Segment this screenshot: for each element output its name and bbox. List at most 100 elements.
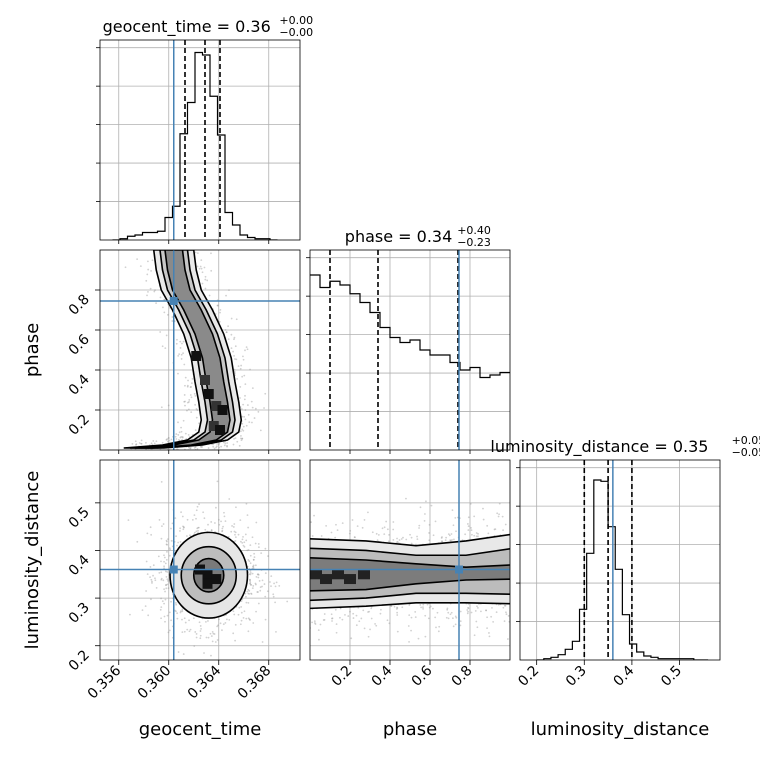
panel-geocent-time-luminosity-distance-sample (239, 540, 242, 543)
panel-geocent-time-phase-sample (212, 443, 214, 446)
panel-geocent-time-phase-sample (215, 445, 218, 448)
panel-geocent-time-luminosity-distance-sample (251, 536, 254, 539)
panel-phase-luminosity-distance-sample (334, 608, 337, 611)
panel-geocent-time-phase-sample (170, 453, 172, 455)
panel-phase-luminosity-distance-sample (405, 538, 408, 541)
panel-phase-luminosity-distance-sample (432, 534, 435, 537)
panel-geocent-time-luminosity-distance-sample (228, 498, 231, 500)
panel-geocent-time-phase-sample (249, 368, 251, 371)
panel-geocent-time-luminosity-distance-sample (166, 614, 169, 617)
panel-geocent-time-luminosity-distance-sample (231, 525, 233, 527)
panel-phase-luminosity-distance-sample (482, 518, 485, 521)
panel-phase-luminosity-distance-sample (447, 611, 450, 614)
panel-phase-luminosity-distance-sample (467, 516, 470, 519)
panel-geocent-time-phase-sample (182, 419, 185, 422)
panel-geocent-time-luminosity-distance-sample (238, 606, 241, 609)
panel-phase-luminosity-distance-sample (367, 635, 370, 638)
panel-geocent-time-luminosity-distance-sample (186, 628, 189, 631)
panel-geocent-time-luminosity-distance-sample (181, 515, 184, 518)
panel-geocent-time-luminosity-distance-sample (163, 615, 166, 618)
panel-geocent-time-luminosity-distance-sample (213, 633, 216, 635)
panel-phase-luminosity-distance-sample (396, 630, 399, 633)
panel-geocent-time-luminosity-distance-sample (275, 581, 278, 584)
panel-phase-luminosity-distance-sample (330, 613, 333, 616)
y-tick-label: 0.5 (66, 504, 93, 531)
panel-phase-luminosity-distance-sample (449, 539, 452, 542)
panel-geocent-time-phase-sample (189, 447, 192, 449)
panel-geocent-time-phase-sample (177, 355, 180, 357)
y-tick-label: 0.6 (66, 331, 93, 358)
panel-geocent-time-luminosity-distance-sample (165, 558, 168, 561)
panel-geocent-time-phase-sample (246, 404, 249, 406)
panel-geocent-time-phase-sample (230, 347, 233, 350)
panel-phase-luminosity-distance-sample (408, 640, 410, 643)
panel-geocent-time-phase-sample (254, 407, 257, 410)
panel-geocent-time-phase-sample (167, 437, 170, 439)
panel-geocent-time-luminosity-distance-sample (207, 523, 209, 526)
panel-geocent-time-luminosity-distance-sample (249, 582, 252, 584)
panel-geocent-time-luminosity-distance-sample (240, 606, 243, 608)
panel-phase-luminosity-distance-sample (476, 626, 479, 629)
panel-geocent-time-luminosity-distance-sample (193, 514, 196, 517)
panel-phase-luminosity-distance-sample (397, 541, 400, 544)
panel-geocent-time-phase-sample (161, 450, 163, 452)
panel-geocent-time-phase-sample (243, 398, 246, 401)
panel-geocent-time-luminosity-distance-sample (211, 640, 214, 643)
panel-geocent-time-luminosity-distance-sample (136, 540, 139, 543)
panel-geocent-time-luminosity-distance-sample (163, 602, 165, 605)
panel-geocent-time-phase-sample (194, 395, 197, 397)
panel-phase-luminosity-distance-sample (379, 612, 382, 615)
panel-geocent-time-phase-sample (232, 350, 234, 353)
panel-geocent-time-phase-sample (170, 438, 173, 441)
panel-geocent-time-phase-sample (217, 443, 220, 446)
panel-phase-luminosity-distance-sample (423, 519, 426, 522)
panel-geocent-time-phase-sample (218, 446, 221, 449)
panel-geocent-time-phase-sample (241, 422, 244, 425)
panel-phase-luminosity-distance-sample (454, 516, 457, 519)
panel-geocent-time-luminosity-distance-sample (168, 547, 171, 550)
panel-geocent-time-luminosity-distance-sample (170, 600, 172, 603)
panel-geocent-time-luminosity-distance-sample (164, 598, 167, 601)
panel-geocent-time-luminosity-distance-sample (274, 601, 277, 604)
panel-phase-luminosity-distance-sample (363, 519, 366, 521)
panel-phase-luminosity-distance-sample (450, 533, 453, 535)
panel-geocent-time-luminosity-distance-sample (182, 528, 185, 531)
panel-geocent-time-phase-sample (200, 259, 203, 261)
panel-geocent-time-phase-sample (186, 409, 188, 412)
panel-geocent-time-luminosity-distance-sample (149, 526, 152, 529)
panel-geocent-time-luminosity-distance-sample (169, 548, 172, 551)
panel-geocent-time-luminosity-distance-sample (272, 593, 275, 596)
panel-geocent-time-luminosity-distance-sample (254, 542, 257, 545)
panel-geocent-time-luminosity-distance-sample (207, 620, 209, 622)
panel-geocent-time-phase-sample (234, 358, 236, 360)
panel-geocent-time-luminosity-distance-sample (237, 533, 240, 536)
panel-geocent-time-luminosity-distance-sample (243, 610, 246, 613)
panel-geocent-time-luminosity-distance-sample (256, 573, 259, 576)
hist-phase-step (310, 274, 510, 379)
panel-phase-luminosity-distance-sample (335, 631, 338, 634)
panel-geocent-time-luminosity-distance-sample (221, 529, 224, 532)
panel-geocent-time-phase-sample (184, 404, 186, 407)
panel-geocent-time-phase-sample (190, 411, 193, 414)
panel-phase-luminosity-distance-sample (349, 610, 351, 613)
panel-geocent-time-luminosity-distance-sample (160, 617, 162, 620)
panel-geocent-time-phase-sample (236, 440, 239, 443)
panel-phase-luminosity-distance-sample (355, 624, 358, 627)
panel-phase-luminosity-distance-sample (387, 540, 390, 543)
panel-geocent-time-luminosity-distance-sample (168, 554, 171, 557)
panel-geocent-time-luminosity-distance-sample (257, 573, 260, 576)
panel-phase-luminosity-distance-sample (445, 536, 448, 539)
panel-phase-luminosity-distance-sample (440, 537, 443, 539)
panel-geocent-time-luminosity-distance-sample (221, 629, 223, 632)
panel-geocent-time-luminosity-distance-sample (230, 530, 233, 533)
panel-phase-luminosity-distance-sample (459, 624, 462, 627)
hist-luminosity-distance-grid (520, 460, 720, 660)
panel-phase-luminosity-distance-sample (344, 614, 346, 616)
panel-geocent-time-luminosity-distance-sample (233, 613, 236, 616)
panel-phase-luminosity-distance-sample (408, 604, 411, 606)
panel-phase-luminosity-distance-sample (494, 528, 497, 531)
panel-geocent-time-phase-sample (200, 446, 203, 448)
panel-phase-luminosity-distance-sample (495, 611, 498, 614)
panel-geocent-time-phase-sample (150, 442, 153, 445)
panel-geocent-time-luminosity-distance-sample (195, 633, 198, 635)
